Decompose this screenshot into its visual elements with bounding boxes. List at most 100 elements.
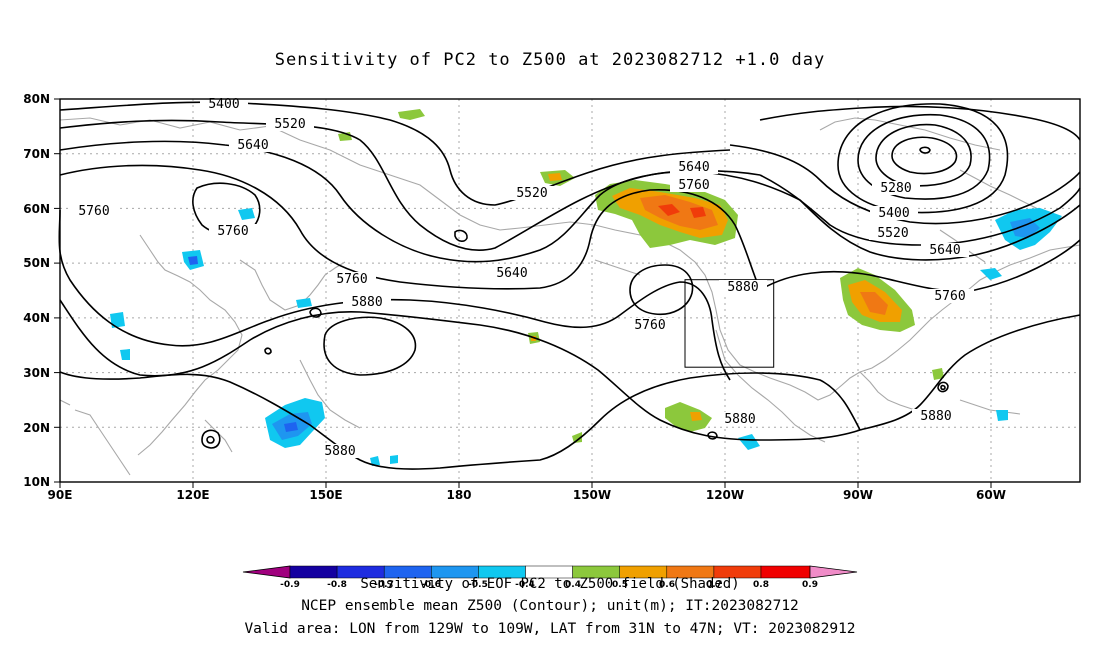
colorbar-tick: 0.6 xyxy=(659,580,675,590)
contour-line xyxy=(629,264,694,316)
lon-label: 60W xyxy=(976,488,1006,502)
contour-label: 5640 xyxy=(237,138,268,153)
lon-label: 90W xyxy=(843,488,873,502)
colorbar-tick: -0.8 xyxy=(327,580,347,590)
negative-patch xyxy=(738,434,760,450)
positive-patch xyxy=(690,207,706,218)
negative-patch xyxy=(120,349,130,360)
negative-patch xyxy=(996,410,1008,421)
contour-label: 5880 xyxy=(920,409,951,424)
colorbar-tick: -0.9 xyxy=(280,580,300,590)
contour-label: 5880 xyxy=(351,295,382,310)
contour-label: 5760 xyxy=(678,178,709,193)
positive-patch xyxy=(640,195,718,230)
negative-patch xyxy=(238,208,255,220)
contour-line xyxy=(309,307,322,318)
contour-label: 5520 xyxy=(274,117,305,132)
lat-label: 60N xyxy=(23,202,50,216)
positive-patch xyxy=(932,368,944,380)
contour-line xyxy=(940,384,946,391)
contour-label: 5640 xyxy=(496,266,527,281)
map-background xyxy=(60,99,1080,482)
lon-label: 120W xyxy=(706,488,744,502)
contour-label: 5760 xyxy=(217,224,248,239)
lat-label: 70N xyxy=(23,147,50,161)
lon-label: 150W xyxy=(573,488,611,502)
contour-label: 5880 xyxy=(727,280,758,295)
colorbar-tick: 0.7 xyxy=(706,580,722,590)
contour-line xyxy=(707,431,718,440)
contour-label: 5640 xyxy=(929,243,960,258)
contour-line xyxy=(799,199,1081,261)
lat-label: 40N xyxy=(23,311,50,325)
contour-label: 5760 xyxy=(78,204,109,219)
positive-patch xyxy=(665,402,712,432)
contour-label: 5760 xyxy=(336,272,367,287)
lat-label: 30N xyxy=(23,366,50,380)
colorbar-tick: 0.9 xyxy=(802,580,818,590)
contour-line xyxy=(201,429,221,449)
valid-area-box xyxy=(684,279,775,368)
contour-labels: 5400 5520 5640 5760 5760 5520 5640 5760 … xyxy=(70,97,974,459)
negative-patch xyxy=(188,256,198,265)
positive-patch xyxy=(572,432,582,443)
contour-label: 5760 xyxy=(934,289,965,304)
negative-patch xyxy=(370,456,380,466)
contour-line xyxy=(859,314,1081,431)
lon-label: 180 xyxy=(446,488,471,502)
positive-patch xyxy=(548,173,562,181)
colorbar: -0.9 -0.8 -0.7 -0.6 -0.5 -0.4 0.4 0.5 0.… xyxy=(242,565,858,590)
contour-line xyxy=(937,381,949,393)
lon-axis: 90E 120E 150E 180 150W 120W 90W 60W xyxy=(48,482,1006,502)
colorbar-tick: -0.7 xyxy=(374,580,394,590)
negative-patch xyxy=(296,298,312,308)
map-frame xyxy=(59,98,1081,483)
negative-patch xyxy=(284,422,298,432)
contour-label: 5760 xyxy=(634,318,665,333)
lat-label: 10N xyxy=(23,475,50,489)
contour-line xyxy=(891,136,958,175)
lon-label: 90E xyxy=(48,488,73,502)
contour-line xyxy=(58,209,731,381)
contour-line xyxy=(729,144,1081,225)
map-panel: 5400 5520 5640 5760 5760 5520 5640 5760 … xyxy=(58,97,1081,483)
footer-contour-caption: NCEP ensemble mean Z500 (Contour); unit(… xyxy=(301,598,799,614)
contour-line xyxy=(264,347,272,355)
contour-line xyxy=(759,174,1081,246)
positive-patch xyxy=(398,109,425,120)
lat-label: 80N xyxy=(23,92,50,106)
colorbar-high-arrow xyxy=(809,565,858,579)
footer-valid-area-caption: Valid area: LON from 129W to 109W, LAT f… xyxy=(244,621,856,637)
contour-line xyxy=(759,239,1081,292)
colorbar-tick: -0.6 xyxy=(421,580,441,590)
negative-patch xyxy=(980,268,1002,280)
contour-label: 5400 xyxy=(878,206,909,221)
positive-patch xyxy=(860,292,888,315)
contour-label: 5880 xyxy=(324,444,355,459)
contour-line xyxy=(59,299,861,441)
lat-label: 20N xyxy=(23,421,50,435)
positive-patch xyxy=(658,204,680,216)
contour-line xyxy=(206,435,215,444)
colorbar-tick: -0.5 xyxy=(468,580,488,590)
contour-line xyxy=(59,371,861,470)
contour-label: 5280 xyxy=(880,181,911,196)
negative-patch xyxy=(390,455,398,464)
contour-line xyxy=(323,316,417,376)
map-title: Sensitivity of PC2 to Z500 at 2023082712… xyxy=(274,50,826,70)
positive-patch xyxy=(690,412,702,421)
colorbar-tick: 0.4 xyxy=(565,580,581,590)
contour-label: 5520 xyxy=(877,226,908,241)
contour-line xyxy=(454,229,468,242)
lat-label: 50N xyxy=(23,256,50,270)
contour-label: 5640 xyxy=(678,160,709,175)
footer-shading-caption: Sensitivity of EOF PC2 to Z500 field (Sh… xyxy=(360,576,740,592)
colorbar-tick: -0.4 xyxy=(515,580,535,590)
contour-line xyxy=(759,105,1081,141)
lat-axis: 80N 70N 60N 50N 40N 30N 20N 10N xyxy=(23,92,60,489)
contour-line xyxy=(59,164,761,291)
lon-label: 120E xyxy=(176,488,209,502)
lon-label: 150E xyxy=(309,488,342,502)
negative-patch xyxy=(110,312,125,328)
